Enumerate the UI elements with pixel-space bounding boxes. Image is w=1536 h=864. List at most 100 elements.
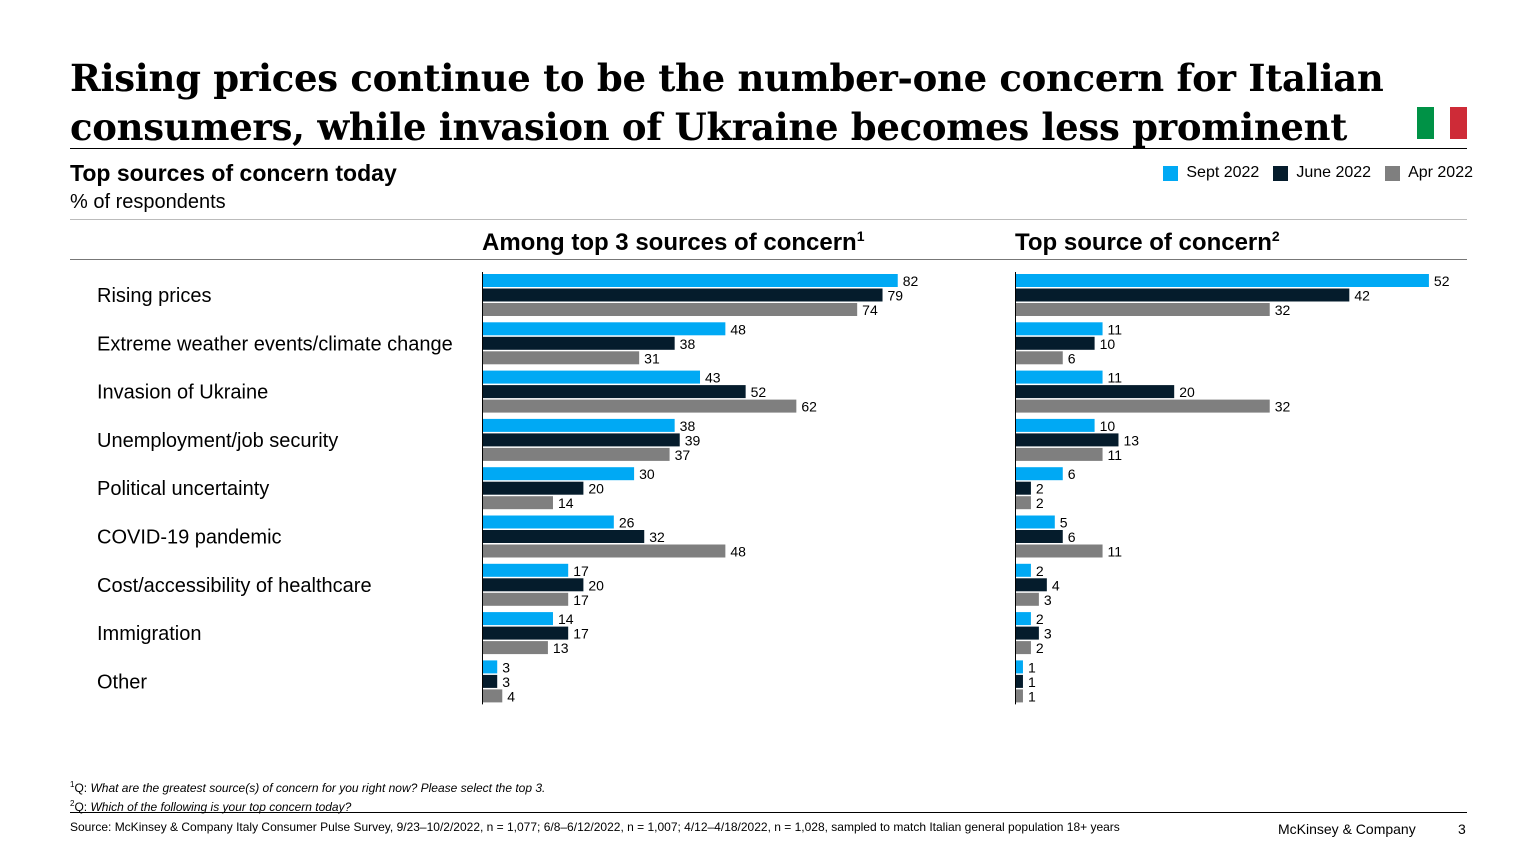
bar-top1-sept — [1015, 322, 1103, 336]
value-label-top1-sept: 11 — [1108, 370, 1123, 386]
bar-top3-sept — [482, 418, 675, 432]
bar-top1-june — [1015, 626, 1039, 640]
source-note: Source: McKinsey & Company Italy Consume… — [70, 820, 1120, 834]
bar-top1-june — [1015, 578, 1047, 592]
brand-name: McKinsey & Company — [1278, 821, 1416, 837]
bar-top1-apr — [1015, 592, 1039, 606]
flag-stripe-red — [1450, 107, 1468, 139]
bar-top1-june — [1015, 674, 1023, 688]
value-label-top3-sept: 14 — [558, 611, 574, 627]
title-divider — [70, 148, 1467, 149]
bar-top1-apr — [1015, 689, 1023, 703]
value-label-top1-apr: 11 — [1108, 544, 1123, 560]
value-label-top1-sept: 2 — [1036, 611, 1044, 627]
value-label-top1-june: 20 — [1179, 384, 1195, 400]
bar-top3-june — [482, 336, 675, 350]
bar-top3-june — [482, 578, 584, 592]
header-divider — [70, 259, 1467, 260]
bar-top1-sept — [1015, 467, 1063, 481]
category-label: Unemployment/job security — [97, 430, 338, 452]
bar-top1-sept — [1015, 612, 1031, 626]
value-label-top3-june: 20 — [588, 577, 604, 593]
value-label-top3-apr: 17 — [573, 592, 589, 608]
panel-title-top1-text: Top source of concern — [1015, 229, 1272, 256]
panel-title-top3-text: Among top 3 sources of concern — [482, 229, 857, 256]
value-label-top3-sept: 48 — [730, 321, 746, 337]
bar-top3-sept — [482, 274, 898, 287]
panel-title-top1: Top source of concern2 — [1015, 228, 1280, 257]
bar-top3-apr — [482, 689, 503, 703]
chart-subtitle: Top sources of concern today — [70, 160, 397, 186]
value-label-top1-june: 10 — [1100, 336, 1116, 352]
legend-swatch-apr — [1385, 165, 1401, 181]
category-label: Political uncertainty — [97, 478, 269, 500]
value-label-top1-june: 1 — [1028, 674, 1036, 690]
value-label-top3-sept: 17 — [573, 563, 589, 579]
value-label-top1-june: 13 — [1123, 432, 1139, 448]
bar-top3-june — [482, 626, 569, 640]
legend-label-apr: Apr 2022 — [1408, 164, 1473, 181]
bar-top1-sept — [1015, 418, 1095, 432]
bar-top3-june — [482, 674, 498, 688]
value-label-top1-sept: 52 — [1434, 273, 1450, 289]
bar-top1-apr — [1015, 544, 1103, 558]
page-number: 3 — [1458, 821, 1466, 837]
bar-top3-apr — [482, 303, 858, 316]
bar-top1-apr — [1015, 447, 1103, 461]
bar-top1-sept — [1015, 370, 1103, 384]
chart-unit: % of respondents — [70, 191, 226, 213]
value-label-top3-sept: 26 — [619, 515, 635, 531]
value-label-top3-apr: 13 — [553, 640, 569, 656]
value-label-top1-june: 3 — [1044, 626, 1052, 642]
bar-top3-sept — [482, 563, 569, 577]
bar-top1-sept — [1015, 515, 1055, 529]
value-label-top1-sept: 2 — [1036, 563, 1044, 579]
bar-top1-sept — [1015, 274, 1429, 287]
value-label-top3-june: 79 — [888, 288, 904, 304]
bar-top1-apr — [1015, 351, 1063, 365]
legend-label-june: June 2022 — [1296, 164, 1372, 181]
value-label-top1-apr: 1 — [1028, 688, 1036, 704]
value-label-top1-apr: 2 — [1036, 640, 1044, 656]
bar-top1-apr — [1015, 496, 1031, 510]
value-label-top3-june: 32 — [649, 529, 665, 545]
bar-top3-june — [482, 530, 645, 543]
value-label-top3-apr: 37 — [675, 447, 691, 463]
flag-stripe-white — [1433, 107, 1451, 139]
legend-swatch-sept — [1163, 165, 1179, 181]
value-label-top1-apr: 11 — [1108, 447, 1123, 463]
value-label-top1-apr: 32 — [1275, 302, 1291, 318]
footer-divider — [70, 812, 1467, 813]
category-label: Other — [97, 671, 147, 693]
bar-top1-june — [1015, 385, 1175, 399]
value-label-top3-apr: 14 — [558, 495, 574, 511]
legend-item-apr: Apr 2022 — [1385, 164, 1473, 182]
italy-flag-icon — [1417, 107, 1468, 139]
bar-top3-sept — [482, 515, 614, 529]
category-label: Cost/accessibility of healthcare — [97, 575, 372, 597]
value-label-top1-apr: 32 — [1275, 399, 1291, 415]
footnote-1-prefix: Q: — [74, 781, 91, 795]
value-label-top1-apr: 3 — [1044, 592, 1052, 608]
value-label-top3-sept: 43 — [705, 370, 721, 386]
footnote-1: 1Q: What are the greatest source(s) of c… — [70, 777, 545, 796]
panel-title-top3-footnote: 1 — [856, 228, 865, 244]
value-label-top1-apr: 6 — [1068, 350, 1076, 366]
category-label: Immigration — [97, 623, 201, 645]
value-label-top3-apr: 74 — [862, 302, 878, 318]
legend-label-sept: Sept 2022 — [1186, 164, 1260, 181]
bar-top3-apr — [482, 351, 640, 365]
value-label-top3-june: 52 — [751, 384, 767, 400]
bar-top3-apr — [482, 592, 569, 606]
footnote-2-text: Which of the following is your top conce… — [90, 800, 352, 814]
bar-top3-june — [482, 288, 883, 302]
value-label-top1-june: 6 — [1068, 529, 1076, 545]
category-label: Invasion of Ukraine — [97, 382, 268, 404]
category-label: Rising prices — [97, 285, 211, 307]
bar-top3-apr — [482, 496, 553, 510]
value-label-top3-sept: 38 — [680, 418, 696, 434]
bar-top1-june — [1015, 530, 1063, 543]
bar-top1-june — [1015, 481, 1031, 495]
footnote-2-mark: 2 — [70, 799, 75, 808]
